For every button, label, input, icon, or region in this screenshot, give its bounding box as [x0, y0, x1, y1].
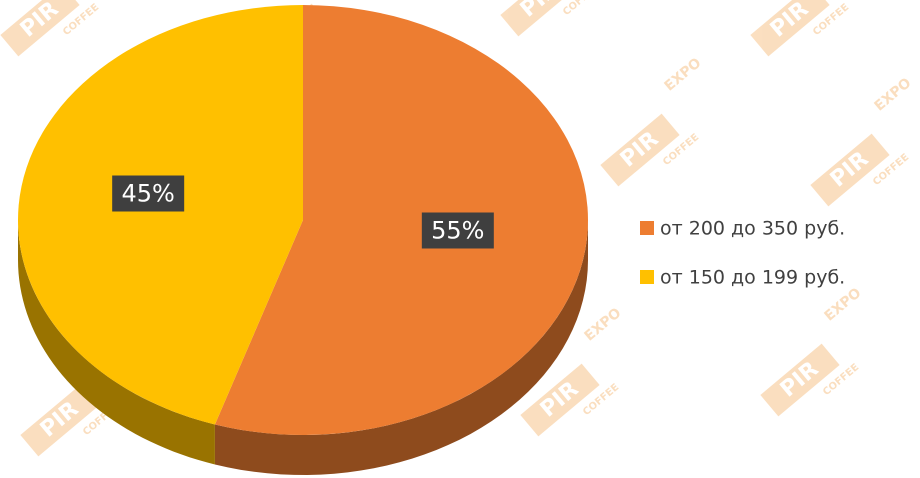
legend-label: от 150 до 199 руб. [660, 267, 845, 289]
watermark-band [500, 0, 580, 37]
watermark-band [520, 363, 600, 437]
slice-side [214, 220, 588, 475]
legend-swatch [640, 270, 654, 284]
watermark-text: EXPO [872, 75, 915, 115]
data-label-box [112, 175, 185, 212]
watermark-band [810, 133, 890, 207]
slice [18, 5, 303, 425]
slice-side [18, 220, 215, 465]
watermark-band [20, 383, 100, 457]
legend: от 200 до 350 руб. от 150 до 199 руб. [640, 218, 845, 289]
watermark-text: EXPO [662, 55, 705, 95]
legend-swatch [640, 221, 654, 235]
watermark-text: COFFEE [561, 0, 601, 18]
watermark-text: EXPO [582, 305, 625, 345]
watermark-text: EXPO [822, 285, 865, 325]
data-label-box [421, 212, 494, 249]
legend-label: от 200 до 350 руб. [660, 218, 845, 240]
data-label: 55% [431, 216, 484, 244]
watermark-band [0, 0, 80, 57]
watermark-band [600, 113, 680, 187]
pie-layer: 55% 45% [18, 5, 589, 475]
watermark-band [750, 0, 830, 57]
data-label: 45% [122, 180, 175, 208]
slice [214, 5, 589, 436]
watermark-band [760, 343, 840, 417]
